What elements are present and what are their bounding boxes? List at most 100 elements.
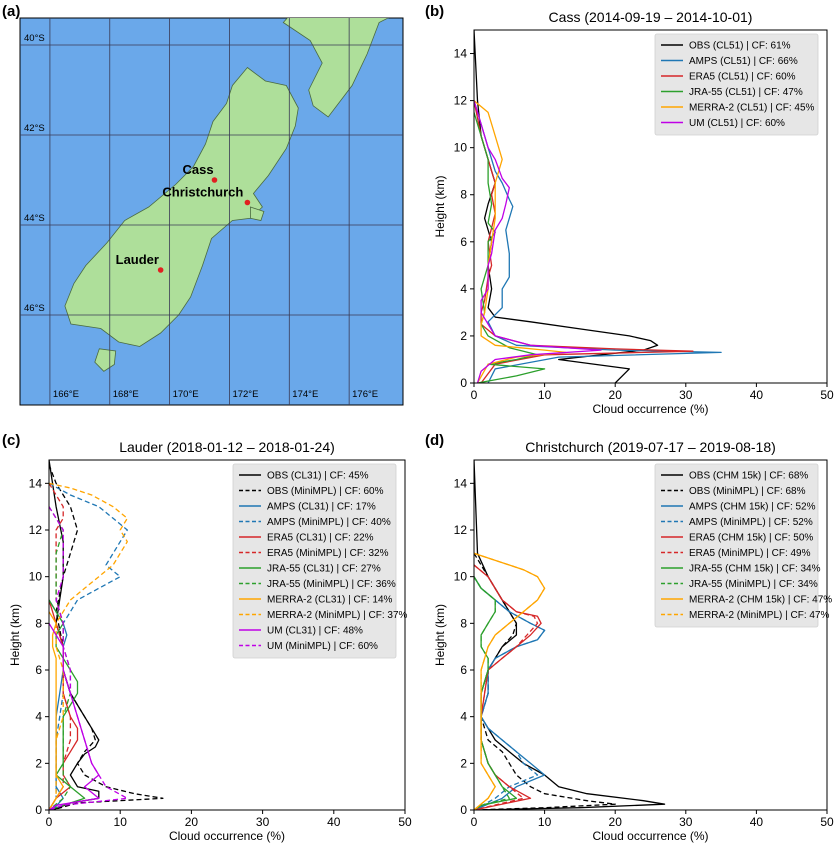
- y-tick-label: 2: [460, 756, 467, 770]
- lat-label: 42°S: [24, 123, 45, 134]
- legend-entry: UM (CL51) | CF: 60%: [689, 118, 785, 129]
- y-tick-label: 12: [29, 523, 43, 537]
- lon-label: 172°E: [232, 389, 258, 400]
- series-line-obs-minimpl-cf-60: [49, 464, 164, 810]
- legend-entry: OBS (CHM 15k) | CF: 68%: [689, 471, 808, 482]
- legend-entry: MERRA-2 (CL31) | CF: 14%: [267, 595, 393, 606]
- legend-entry: JRA-55 (CL31) | CF: 27%: [267, 564, 381, 575]
- site-marker-christchurch: [244, 199, 251, 206]
- y-tick-label: 10: [29, 570, 43, 584]
- y-tick-label: 0: [35, 803, 42, 817]
- legend: OBS (CL31) | CF: 45% OBS (MiniMPL) | CF: …: [232, 463, 408, 659]
- x-tick-label: 0: [471, 815, 478, 829]
- lat-label: 40°S: [24, 33, 45, 44]
- lon-label: 166°E: [53, 389, 79, 400]
- stewart-island: [94, 348, 117, 372]
- series-line-amps-minimpl-cf-52: [474, 576, 546, 810]
- legend-entry: ERA5 (MiniMPL) | CF: 32%: [267, 548, 389, 559]
- lon-label: 170°E: [173, 389, 199, 400]
- legend-entry: UM (CL31) | CF: 48%: [267, 626, 363, 637]
- north-island: [282, 18, 389, 118]
- legend-entry: JRA-55 (MiniMPL) | CF: 34%: [689, 579, 818, 590]
- series-line-era5-minimpl-cf-49: [474, 564, 539, 810]
- legend: OBS (CHM 15k) | CF: 68% OBS (MiniMPL) | C…: [654, 463, 832, 628]
- legend-entry: ERA5 (CHM 15k) | CF: 50%: [689, 533, 813, 544]
- map-panel: 40°S 42°S 44°S 46°S 166°E 168°E 170°E 172°E 174…: [19, 17, 404, 406]
- legend-entry: ERA5 (CL31) | CF: 22%: [267, 533, 374, 544]
- legend-entry: MERRA-2 (MiniMPL) | CF: 37%: [267, 610, 408, 621]
- lat-label: 44°S: [24, 213, 45, 224]
- series-line-jra-55-cl31-cf-27: [49, 599, 86, 810]
- x-tick-label: 30: [679, 815, 693, 829]
- y-tick-label: 2: [35, 756, 42, 770]
- map-land: [64, 18, 389, 372]
- legend-entry: MERRA-2 (CHM 15k) | CF: 47%: [689, 595, 832, 606]
- series-line-amps-chm-15k-cf-52: [474, 576, 546, 810]
- legend: OBS (CL51) | CF: 61% AMPS (CL51) | CF: 66…: [654, 33, 819, 136]
- site-label-christchurch: Christchurch: [162, 185, 243, 200]
- x-tick-label: 40: [750, 815, 764, 829]
- y-tick-label: 8: [460, 616, 467, 630]
- y-tick-label: 2: [460, 329, 467, 343]
- x-tick-label: 40: [750, 388, 764, 402]
- map-lon-labels: 166°E 168°E 170°E 172°E 174°E 176°E: [53, 389, 378, 400]
- lat-label: 46°S: [24, 303, 45, 314]
- series-line-jra-55-minimpl-cf-34: [474, 576, 510, 810]
- x-tick-label: 20: [185, 815, 199, 829]
- legend-entry: JRA-55 (MiniMPL) | CF: 36%: [267, 579, 396, 590]
- chart-title: Lauder (2018-01-12 – 2018-01-24): [119, 439, 335, 455]
- y-tick-label: 12: [454, 523, 468, 537]
- x-tick-label: 30: [256, 815, 270, 829]
- y-tick-label: 14: [454, 476, 468, 490]
- legend-entry: ERA5 (MiniMPL) | CF: 49%: [689, 548, 811, 559]
- panel-label-b: (b): [425, 3, 444, 20]
- south-island: [64, 66, 299, 347]
- panel-label-d: (d): [425, 432, 444, 449]
- legend-box: [232, 463, 397, 659]
- x-tick-label: 50: [398, 815, 412, 829]
- y-axis-label: Height (km): [8, 604, 22, 666]
- banks-peninsula: [250, 206, 265, 221]
- y-tick-label: 4: [460, 710, 467, 724]
- chart-title: Cass (2014-09-19 – 2014-10-01): [549, 9, 753, 25]
- series-line-um-minimpl-cf-60: [49, 506, 128, 810]
- legend-entry: AMPS (CL51) | CF: 66%: [689, 56, 798, 67]
- legend-entry: MERRA-2 (MiniMPL) | CF: 47%: [689, 610, 830, 621]
- lon-label: 176°E: [352, 389, 378, 400]
- y-tick-label: 10: [454, 570, 468, 584]
- lon-label: 168°E: [113, 389, 139, 400]
- chart-christchurch: 0 10 20 30 40 50 0 2 4 6 8 10 12 14 Christchurch (2019…: [433, 439, 834, 843]
- chart-lauder: 0 10 20 30 40 50 0 2 4 6 8 10 12 14 Lauder (2018-01-12…: [8, 439, 412, 843]
- x-tick-label: 50: [820, 815, 834, 829]
- legend-box: [654, 463, 819, 628]
- x-tick-label: 40: [327, 815, 341, 829]
- legend-box: [654, 33, 819, 136]
- y-tick-label: 0: [460, 376, 467, 390]
- y-tick-label: 14: [29, 476, 43, 490]
- y-tick-label: 8: [460, 188, 467, 202]
- plot-frame: [48, 459, 406, 811]
- x-tick-label: 20: [609, 388, 623, 402]
- series-line-um-cl51-cf-60: [474, 100, 602, 383]
- y-tick-label: 14: [454, 47, 468, 61]
- y-tick-label: 4: [460, 282, 467, 296]
- x-tick-label: 50: [820, 388, 834, 402]
- site-label-lauder: Lauder: [116, 252, 159, 267]
- series-line-merra-2-cl31-cf-14: [49, 611, 64, 810]
- y-tick-label: 12: [454, 94, 468, 108]
- chart-cass: 0 10 20 30 40 50 0 2 4 6 8 10 12 14 Cass (2014-09-19 –…: [433, 9, 834, 416]
- chart-title: Christchurch (2019-07-17 – 2019-08-18): [525, 439, 776, 455]
- x-tick-label: 0: [471, 388, 478, 402]
- site-marker-cass: [211, 177, 218, 183]
- x-axis-label: Cloud occurrence (%): [592, 402, 708, 416]
- legend-entry: AMPS (MiniMPL) | CF: 40%: [267, 517, 391, 528]
- legend-entry: AMPS (MiniMPL) | CF: 52%: [689, 517, 813, 528]
- legend-entry: UM (MiniMPL) | CF: 60%: [267, 641, 378, 652]
- x-axis-label: Cloud occurrence (%): [592, 829, 708, 843]
- site-label-cass: Cass: [182, 162, 213, 177]
- legend-entry: OBS (CL51) | CF: 61%: [689, 41, 791, 52]
- legend-entry: OBS (MiniMPL) | CF: 60%: [267, 486, 384, 497]
- series-group: [49, 460, 164, 810]
- lon-label: 174°E: [292, 389, 318, 400]
